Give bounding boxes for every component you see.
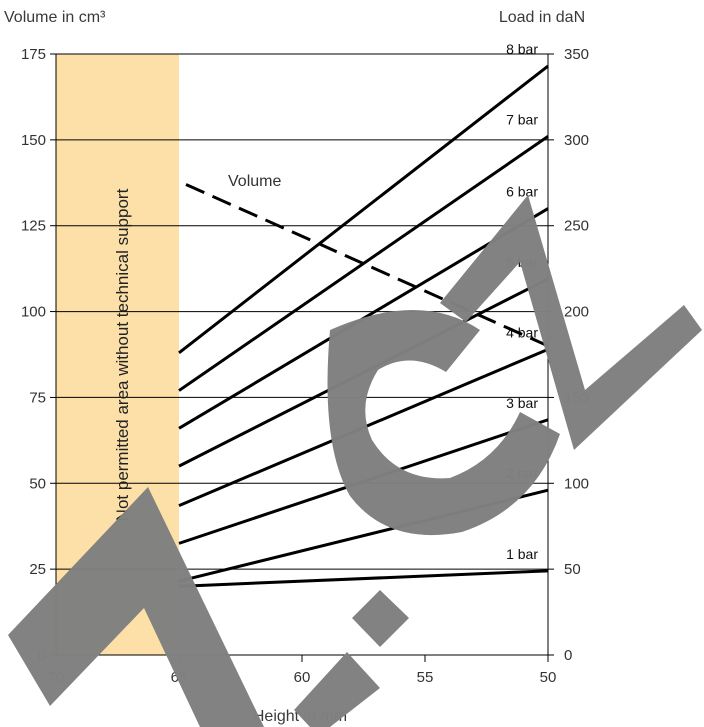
volume-series: Volume [185,173,549,348]
x-tick-label: 55 [417,669,434,686]
y-left-tick-label: 150 [21,132,46,149]
series-label-4-bar: 4 bar [506,324,538,340]
y-left-tick-label: 75 [29,389,46,406]
band-label: Not permitted area without technical sup… [113,188,132,521]
y-left-axis-title: Volume in cm³ [4,9,106,26]
y-right-tick-label: 200 [564,304,589,321]
series-line-7-bar [178,135,549,392]
y-right-tick-label: 350 [564,46,589,63]
y-left-tick-label: 50 [29,475,46,492]
y-left-tick-label: 25 [29,561,46,578]
y-right-tick-label: 50 [564,561,581,578]
series-line-1-bar [178,569,549,588]
volume-line [185,183,549,348]
left-axis-ticks: 0255075100125150175 [21,46,56,664]
watermark [8,195,702,727]
y-left-tick-label: 175 [21,46,46,63]
watermark-stroke-left [8,487,264,727]
watermark-stroke-right [440,195,702,450]
volume-label: Volume [228,173,281,190]
series-label-1-bar: 1 bar [506,546,538,562]
y-right-tick-label: 250 [564,218,589,235]
y-left-tick-label: 125 [21,218,46,235]
y-left-tick-label: 100 [21,304,46,321]
x-tick-label: 60 [294,669,311,686]
series-label-7-bar: 7 bar [506,111,538,127]
series-label-3-bar: 3 bar [506,395,538,411]
y-right-axis-title: Load in daN [499,9,585,26]
y-right-tick-label: 100 [564,475,589,492]
x-tick-label: 50 [540,669,557,686]
series-label-8-bar: 8 bar [506,41,538,57]
watermark-stroke-mid [294,652,380,727]
series-line-8-bar [178,64,549,354]
y-right-tick-label: 300 [564,132,589,149]
x-axis-ticks: 7065605550 [48,655,557,686]
watermark-c-shape [327,310,560,536]
watermark-diamond [352,590,409,647]
y-right-tick-label: 0 [564,647,572,664]
series-label-6-bar: 6 bar [506,184,538,200]
